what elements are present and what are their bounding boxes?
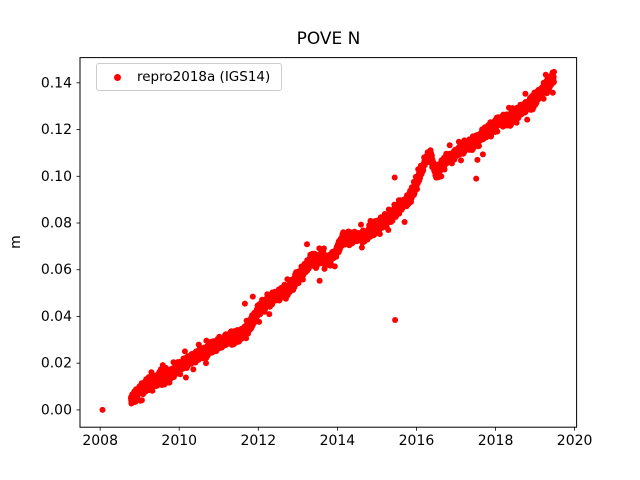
legend: repro2018a (IGS14) bbox=[96, 63, 283, 91]
axes-spines bbox=[79, 57, 578, 428]
y-axis-label: m bbox=[8, 235, 24, 249]
outlier-point bbox=[358, 244, 365, 251]
chart-title: POVE N bbox=[296, 29, 361, 49]
x-tick-label: 2016 bbox=[399, 433, 435, 449]
y-tick-label: 0.14 bbox=[41, 75, 72, 91]
outlier-point bbox=[473, 175, 480, 182]
x-tick-label: 2008 bbox=[82, 433, 118, 449]
outlier-point bbox=[474, 156, 481, 163]
scatter-series bbox=[99, 68, 557, 413]
x-tick-label: 2014 bbox=[320, 433, 356, 449]
outlier-point bbox=[99, 406, 106, 413]
outlier-point bbox=[241, 300, 248, 307]
x-tick-label: 2020 bbox=[557, 433, 593, 449]
y-tick-label: 0.12 bbox=[41, 122, 72, 138]
x-tick-label: 2010 bbox=[161, 433, 197, 449]
y-tick-label: 0.00 bbox=[41, 402, 72, 418]
outlier-point bbox=[249, 293, 256, 300]
y-tick-label: 0.02 bbox=[41, 356, 72, 372]
legend-label: repro2018a (IGS14) bbox=[137, 69, 271, 85]
x-tick-label: 2018 bbox=[478, 433, 514, 449]
outlier-point bbox=[392, 317, 399, 323]
y-tick-label: 0.06 bbox=[41, 262, 72, 278]
y-tick-label: 0.10 bbox=[41, 169, 72, 185]
x-tick-label: 2012 bbox=[240, 433, 276, 449]
y-tick-label: 0.04 bbox=[41, 309, 72, 325]
legend-marker-icon bbox=[114, 73, 121, 81]
outlier-point bbox=[391, 174, 398, 181]
y-tick-label: 0.08 bbox=[41, 216, 72, 232]
